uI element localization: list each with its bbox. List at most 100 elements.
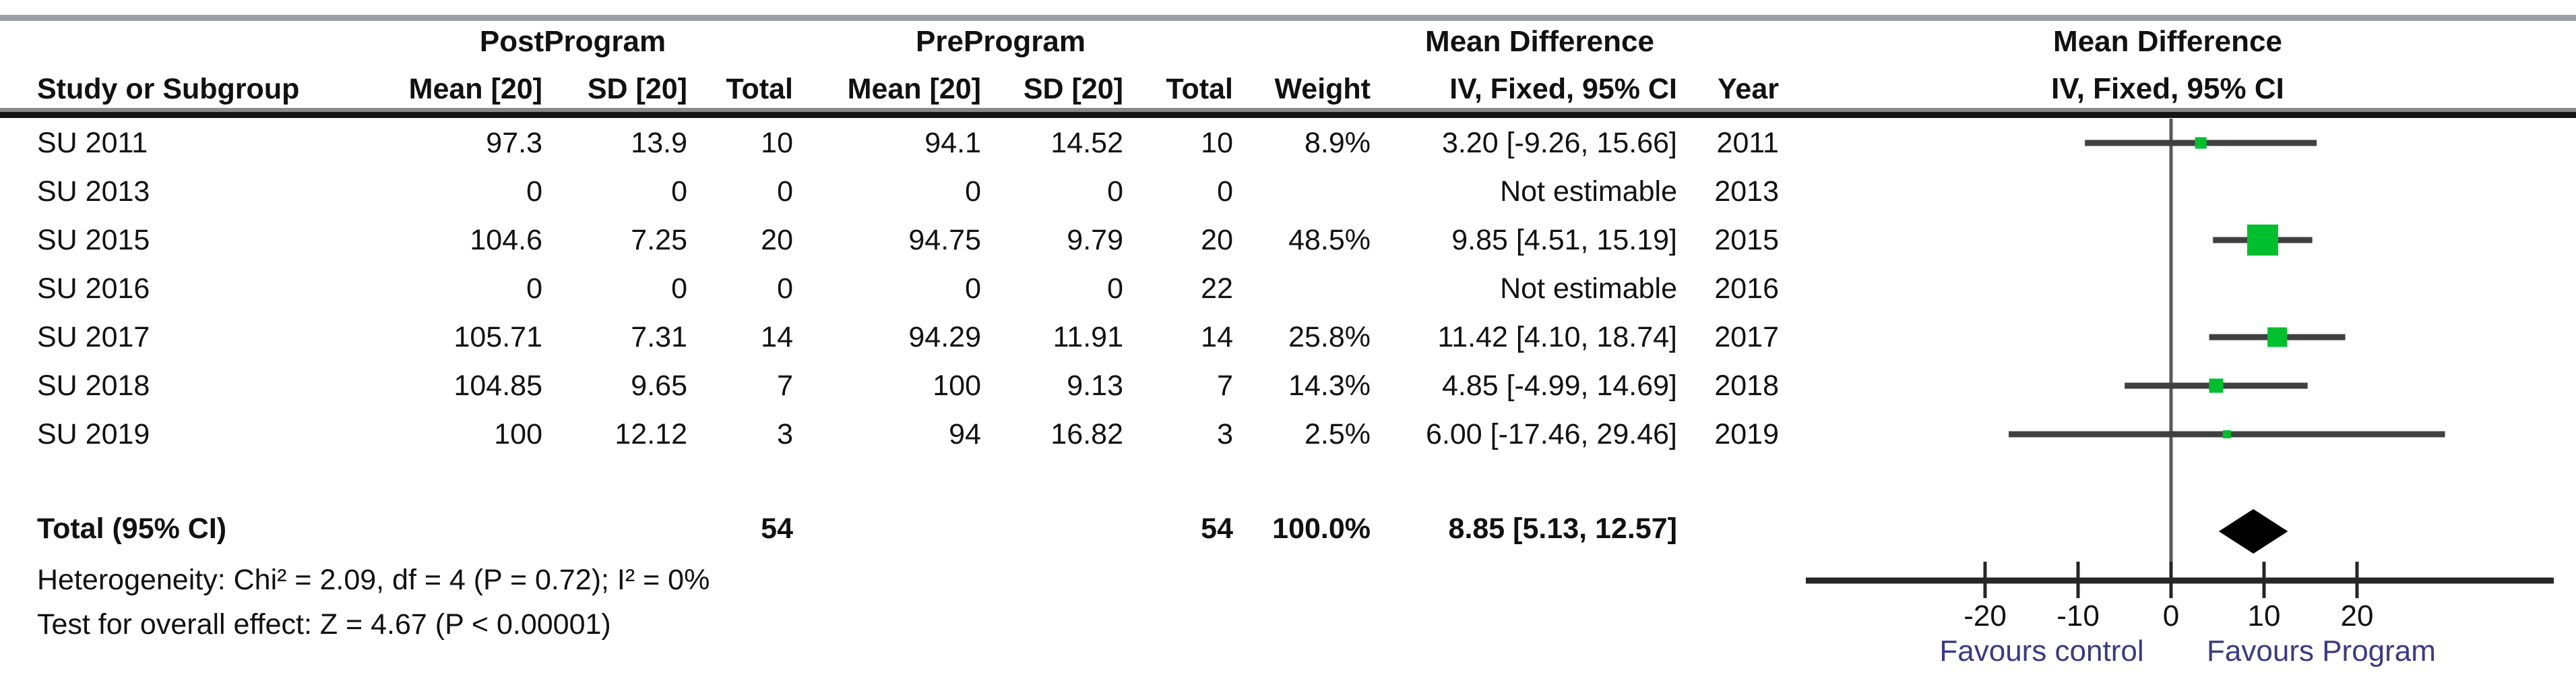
col-header-post-mean: Mean [20] [408, 73, 542, 105]
col-header-post-sd: SD [20] [587, 73, 687, 105]
cell-pre_mean: 100 [933, 370, 981, 402]
plot-header-title: Mean Difference [2053, 25, 2282, 58]
cell-post_mean: 100 [494, 418, 542, 450]
study-row: SU 2018 104.85 9.65 7 100 9.13 7 14.3% 4.85 [-4.… [0, 361, 1779, 410]
col-header-post-total: Total [726, 73, 793, 105]
cell-ci: 4.85 [-4.99, 14.69] [1441, 370, 1677, 402]
header-rule-shadow [0, 108, 2576, 112]
cell-pre_mean: 94.1 [924, 127, 981, 159]
study-row: SU 2015 104.6 7.25 20 94.75 9.79 20 48.5% 9.85 [… [0, 216, 1779, 264]
total-spacer [981, 504, 1123, 553]
cell-ci: 3.20 [-9.26, 15.66] [1441, 127, 1677, 159]
cell-post_sd: 0 [671, 175, 687, 208]
cell-study: SU 2013 [37, 175, 150, 208]
axis-tick-label: 0 [2163, 599, 2179, 632]
favours-right-label: Favours Program [2207, 635, 2436, 668]
cell-post_mean: 104.85 [453, 370, 542, 402]
col-header-pre-total: Total [1166, 73, 1233, 105]
header-rule [0, 112, 2576, 118]
cell-ci: 6.00 [-17.46, 29.46] [1426, 418, 1677, 450]
cell-pre_total: 0 [1217, 175, 1233, 208]
cell-post_total: 0 [777, 272, 793, 305]
cell-post_mean: 0 [526, 175, 542, 208]
total-spacer [542, 504, 687, 553]
table-top-border [0, 15, 2576, 21]
cell-weight [1233, 264, 1371, 313]
cell-post_sd: 13.9 [631, 127, 687, 159]
cell-pre_sd: 9.79 [1067, 224, 1123, 256]
study-row: SU 2017 105.71 7.31 14 94.29 11.91 14 25.8% 11.4… [0, 313, 1779, 361]
cell-ci: 9.85 [4.51, 15.19] [1451, 224, 1677, 256]
group-header-preprogram: PreProgram [916, 25, 1086, 58]
col-header-weight: Weight [1274, 73, 1371, 105]
cell-year: 2011 [1716, 127, 1779, 159]
cell-year: 2015 [1714, 224, 1779, 256]
cell-ci: 11.42 [4.10, 18.74] [1437, 321, 1677, 353]
cell-pre_mean: 0 [965, 175, 981, 208]
cell-pre_total: 10 [1201, 127, 1233, 159]
cell-year: 2017 [1714, 321, 1779, 353]
cell-post_sd: 12.12 [615, 418, 687, 450]
favours-left-label: Favours control [1939, 635, 2143, 668]
group-header-postprogram: PostProgram [479, 25, 666, 58]
total-post-total: 54 [761, 512, 793, 545]
total-spacer [1677, 504, 1779, 553]
cell-post_total: 7 [777, 370, 793, 402]
cell-year: 2016 [1714, 272, 1779, 305]
cell-post_sd: 7.25 [631, 224, 687, 256]
total-label: Total (95% CI) [37, 512, 227, 545]
total-spacer [377, 504, 542, 553]
cell-post_sd: 7.31 [631, 321, 687, 353]
cell-pre_sd: 9.13 [1067, 370, 1123, 402]
cell-study: SU 2017 [37, 321, 150, 353]
cell-weight: 25.8% [1288, 321, 1371, 353]
column-header-row: Study or Subgroup Mean [20] SD [20] Tota… [0, 65, 1779, 113]
cell-year: 2018 [1714, 370, 1779, 402]
axis-tick-label: -20 [1964, 599, 2007, 632]
total-pre-total: 54 [1201, 512, 1233, 545]
plot-header-subtitle: IV, Fixed, 95% CI [2051, 72, 2284, 105]
col-header-pre-sd: SD [20] [1023, 73, 1123, 105]
cell-study: SU 2019 [37, 418, 150, 450]
total-spacer [793, 504, 981, 553]
col-header-study: Study or Subgroup [37, 73, 300, 105]
study-row: SU 2011 97.3 13.9 10 94.1 14.52 10 8.9% 3.20 [-9… [0, 119, 1779, 167]
cell-pre_total: 14 [1201, 321, 1233, 353]
cell-post_total: 10 [761, 127, 793, 159]
axis-tick-label: -10 [2056, 599, 2100, 632]
cell-pre_mean: 94 [949, 418, 981, 450]
cell-year: 2019 [1714, 418, 1779, 450]
cell-pre_sd: 14.52 [1050, 127, 1123, 159]
cell-pre_mean: 94.29 [908, 321, 981, 353]
cell-pre_mean: 94.75 [908, 224, 981, 256]
heterogeneity-text: Heterogeneity: Chi² = 2.09, df = 4 (P = … [37, 564, 710, 596]
cell-post_sd: 0 [671, 272, 687, 305]
cell-pre_sd: 16.82 [1050, 418, 1123, 450]
cell-pre_sd: 0 [1107, 272, 1123, 305]
total-diamond [2218, 509, 2288, 554]
cell-post_total: 3 [777, 418, 793, 450]
cell-post_total: 14 [761, 321, 793, 353]
cell-study: SU 2018 [37, 370, 150, 402]
group-header-mean-difference: Mean Difference [1425, 25, 1654, 58]
cell-pre_total: 22 [1201, 272, 1233, 305]
cell-study: SU 2015 [37, 224, 150, 256]
cell-ci: Not estimable [1500, 272, 1677, 305]
cell-weight [1233, 167, 1371, 216]
cell-pre_mean: 0 [965, 272, 981, 305]
total-weight: 100.0% [1272, 512, 1371, 545]
effect-marker-2011 [2195, 137, 2207, 149]
cell-pre_sd: 11.91 [1053, 321, 1123, 353]
cell-post_mean: 104.6 [470, 224, 542, 256]
cell-post_mean: 0 [526, 272, 542, 305]
overall-effect-text: Test for overall effect: Z = 4.67 (P < 0… [37, 608, 611, 641]
study-row: SU 2013 0 0 0 0 0 0 Not estimable 2013 [0, 167, 1779, 216]
cell-pre_total: 7 [1217, 370, 1233, 402]
cell-weight: 48.5% [1288, 224, 1371, 256]
cell-ci: Not estimable [1500, 175, 1677, 208]
cell-study: SU 2016 [37, 272, 150, 305]
cell-study: SU 2011 [37, 127, 148, 159]
cell-pre_sd: 0 [1107, 175, 1123, 208]
cell-post_total: 0 [777, 175, 793, 208]
cell-weight: 8.9% [1304, 127, 1371, 159]
